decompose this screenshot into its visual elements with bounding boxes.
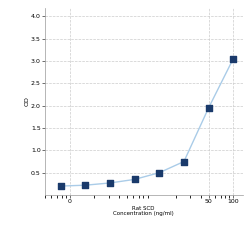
Y-axis label: OD: OD bbox=[24, 96, 29, 106]
Point bbox=[206, 106, 210, 110]
Point bbox=[231, 57, 235, 61]
Point bbox=[157, 171, 161, 175]
Point bbox=[133, 178, 137, 182]
X-axis label: Rat SCD
Concentration (ng/ml): Rat SCD Concentration (ng/ml) bbox=[114, 206, 174, 216]
Point bbox=[108, 181, 112, 185]
Point bbox=[84, 183, 87, 187]
Point bbox=[59, 184, 63, 188]
Point bbox=[182, 160, 186, 164]
